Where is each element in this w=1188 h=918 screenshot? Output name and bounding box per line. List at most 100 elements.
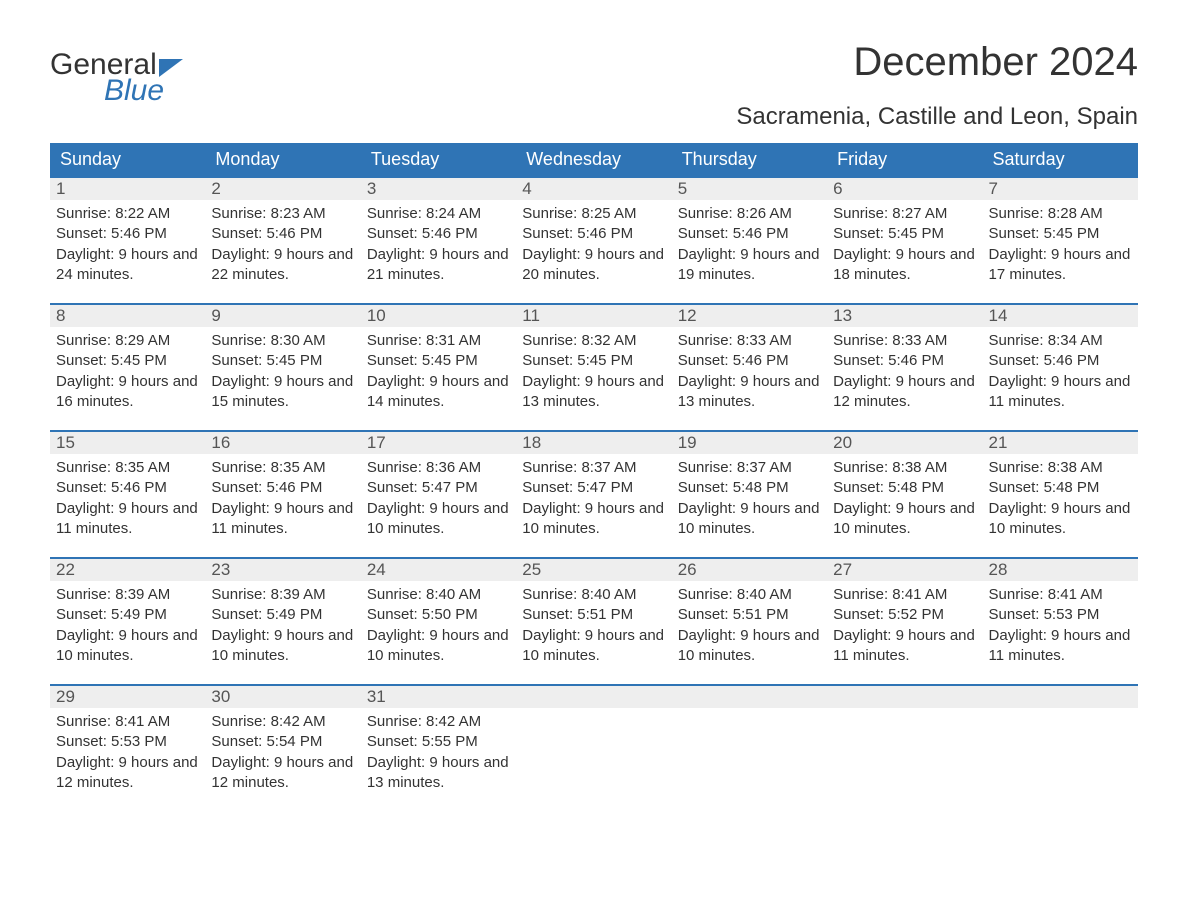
day-number	[983, 686, 1138, 708]
day-body: Sunrise: 8:40 AMSunset: 5:51 PMDaylight:…	[672, 581, 827, 666]
sunrise-text: Sunrise: 8:42 AM	[211, 712, 354, 732]
sunset-text: Sunset: 5:45 PM	[56, 351, 199, 371]
day-cell: 3Sunrise: 8:24 AMSunset: 5:46 PMDaylight…	[361, 178, 516, 285]
day-number: 12	[672, 305, 827, 327]
day-body: Sunrise: 8:33 AMSunset: 5:46 PMDaylight:…	[672, 327, 827, 412]
weekday-col: Monday	[205, 143, 360, 176]
day-number: 1	[50, 178, 205, 200]
day-body: Sunrise: 8:34 AMSunset: 5:46 PMDaylight:…	[983, 327, 1138, 412]
sunset-text: Sunset: 5:47 PM	[522, 478, 665, 498]
daylight-text: Daylight: 9 hours and 11 minutes.	[989, 372, 1132, 413]
sunset-text: Sunset: 5:48 PM	[678, 478, 821, 498]
day-body: Sunrise: 8:37 AMSunset: 5:48 PMDaylight:…	[672, 454, 827, 539]
day-cell	[516, 686, 671, 793]
day-body: Sunrise: 8:39 AMSunset: 5:49 PMDaylight:…	[50, 581, 205, 666]
daylight-text: Daylight: 9 hours and 19 minutes.	[678, 245, 821, 286]
sunset-text: Sunset: 5:52 PM	[833, 605, 976, 625]
daylight-text: Daylight: 9 hours and 13 minutes.	[522, 372, 665, 413]
sunrise-text: Sunrise: 8:33 AM	[678, 331, 821, 351]
day-body: Sunrise: 8:31 AMSunset: 5:45 PMDaylight:…	[361, 327, 516, 412]
day-cell: 11Sunrise: 8:32 AMSunset: 5:45 PMDayligh…	[516, 305, 671, 412]
day-number: 21	[983, 432, 1138, 454]
day-body: Sunrise: 8:35 AMSunset: 5:46 PMDaylight:…	[50, 454, 205, 539]
day-number: 15	[50, 432, 205, 454]
daylight-text: Daylight: 9 hours and 11 minutes.	[989, 626, 1132, 667]
day-number: 31	[361, 686, 516, 708]
daylight-text: Daylight: 9 hours and 10 minutes.	[367, 499, 510, 540]
weekday-col: Tuesday	[361, 143, 516, 176]
day-body: Sunrise: 8:25 AMSunset: 5:46 PMDaylight:…	[516, 200, 671, 285]
sunrise-text: Sunrise: 8:26 AM	[678, 204, 821, 224]
day-cell: 1Sunrise: 8:22 AMSunset: 5:46 PMDaylight…	[50, 178, 205, 285]
weekday-header: Sunday Monday Tuesday Wednesday Thursday…	[50, 143, 1138, 176]
sunrise-text: Sunrise: 8:35 AM	[56, 458, 199, 478]
logo: General Blue	[50, 40, 183, 106]
sunrise-text: Sunrise: 8:31 AM	[367, 331, 510, 351]
sunrise-text: Sunrise: 8:29 AM	[56, 331, 199, 351]
sunset-text: Sunset: 5:51 PM	[678, 605, 821, 625]
daylight-text: Daylight: 9 hours and 10 minutes.	[678, 626, 821, 667]
sunset-text: Sunset: 5:48 PM	[989, 478, 1132, 498]
day-number	[516, 686, 671, 708]
day-cell: 12Sunrise: 8:33 AMSunset: 5:46 PMDayligh…	[672, 305, 827, 412]
weekday-col: Friday	[827, 143, 982, 176]
sunrise-text: Sunrise: 8:40 AM	[522, 585, 665, 605]
sunset-text: Sunset: 5:48 PM	[833, 478, 976, 498]
daylight-text: Daylight: 9 hours and 11 minutes.	[56, 499, 199, 540]
day-cell: 15Sunrise: 8:35 AMSunset: 5:46 PMDayligh…	[50, 432, 205, 539]
daylight-text: Daylight: 9 hours and 10 minutes.	[833, 499, 976, 540]
daylight-text: Daylight: 9 hours and 18 minutes.	[833, 245, 976, 286]
day-cell	[827, 686, 982, 793]
day-number: 11	[516, 305, 671, 327]
header: General Blue December 2024 Sacramenia, C…	[50, 40, 1138, 131]
daylight-text: Daylight: 9 hours and 21 minutes.	[367, 245, 510, 286]
sunset-text: Sunset: 5:45 PM	[989, 224, 1132, 244]
day-cell: 4Sunrise: 8:25 AMSunset: 5:46 PMDaylight…	[516, 178, 671, 285]
day-number: 2	[205, 178, 360, 200]
sunset-text: Sunset: 5:49 PM	[211, 605, 354, 625]
day-number: 24	[361, 559, 516, 581]
week-row: 29Sunrise: 8:41 AMSunset: 5:53 PMDayligh…	[50, 684, 1138, 793]
daylight-text: Daylight: 9 hours and 10 minutes.	[367, 626, 510, 667]
day-number: 7	[983, 178, 1138, 200]
day-number: 30	[205, 686, 360, 708]
daylight-text: Daylight: 9 hours and 10 minutes.	[522, 499, 665, 540]
daylight-text: Daylight: 9 hours and 11 minutes.	[211, 499, 354, 540]
sunset-text: Sunset: 5:46 PM	[678, 224, 821, 244]
sunset-text: Sunset: 5:53 PM	[989, 605, 1132, 625]
day-body: Sunrise: 8:22 AMSunset: 5:46 PMDaylight:…	[50, 200, 205, 285]
daylight-text: Daylight: 9 hours and 14 minutes.	[367, 372, 510, 413]
day-number: 6	[827, 178, 982, 200]
sunset-text: Sunset: 5:46 PM	[522, 224, 665, 244]
sunrise-text: Sunrise: 8:42 AM	[367, 712, 510, 732]
day-cell: 28Sunrise: 8:41 AMSunset: 5:53 PMDayligh…	[983, 559, 1138, 666]
day-body: Sunrise: 8:35 AMSunset: 5:46 PMDaylight:…	[205, 454, 360, 539]
day-number: 10	[361, 305, 516, 327]
sunset-text: Sunset: 5:46 PM	[56, 224, 199, 244]
day-body: Sunrise: 8:33 AMSunset: 5:46 PMDaylight:…	[827, 327, 982, 412]
day-cell: 21Sunrise: 8:38 AMSunset: 5:48 PMDayligh…	[983, 432, 1138, 539]
daylight-text: Daylight: 9 hours and 22 minutes.	[211, 245, 354, 286]
day-body: Sunrise: 8:41 AMSunset: 5:53 PMDaylight:…	[983, 581, 1138, 666]
day-cell: 14Sunrise: 8:34 AMSunset: 5:46 PMDayligh…	[983, 305, 1138, 412]
day-body: Sunrise: 8:41 AMSunset: 5:52 PMDaylight:…	[827, 581, 982, 666]
sunset-text: Sunset: 5:46 PM	[367, 224, 510, 244]
sunrise-text: Sunrise: 8:41 AM	[989, 585, 1132, 605]
daylight-text: Daylight: 9 hours and 15 minutes.	[211, 372, 354, 413]
day-cell: 10Sunrise: 8:31 AMSunset: 5:45 PMDayligh…	[361, 305, 516, 412]
sunset-text: Sunset: 5:45 PM	[522, 351, 665, 371]
sunset-text: Sunset: 5:46 PM	[833, 351, 976, 371]
day-cell: 25Sunrise: 8:40 AMSunset: 5:51 PMDayligh…	[516, 559, 671, 666]
day-cell: 29Sunrise: 8:41 AMSunset: 5:53 PMDayligh…	[50, 686, 205, 793]
sunrise-text: Sunrise: 8:33 AM	[833, 331, 976, 351]
day-number: 4	[516, 178, 671, 200]
day-body: Sunrise: 8:41 AMSunset: 5:53 PMDaylight:…	[50, 708, 205, 793]
daylight-text: Daylight: 9 hours and 13 minutes.	[367, 753, 510, 794]
day-number	[827, 686, 982, 708]
daylight-text: Daylight: 9 hours and 17 minutes.	[989, 245, 1132, 286]
weeks-container: 1Sunrise: 8:22 AMSunset: 5:46 PMDaylight…	[50, 176, 1138, 793]
day-cell: 7Sunrise: 8:28 AMSunset: 5:45 PMDaylight…	[983, 178, 1138, 285]
month-title: December 2024	[736, 40, 1138, 85]
sunset-text: Sunset: 5:51 PM	[522, 605, 665, 625]
sunrise-text: Sunrise: 8:37 AM	[678, 458, 821, 478]
